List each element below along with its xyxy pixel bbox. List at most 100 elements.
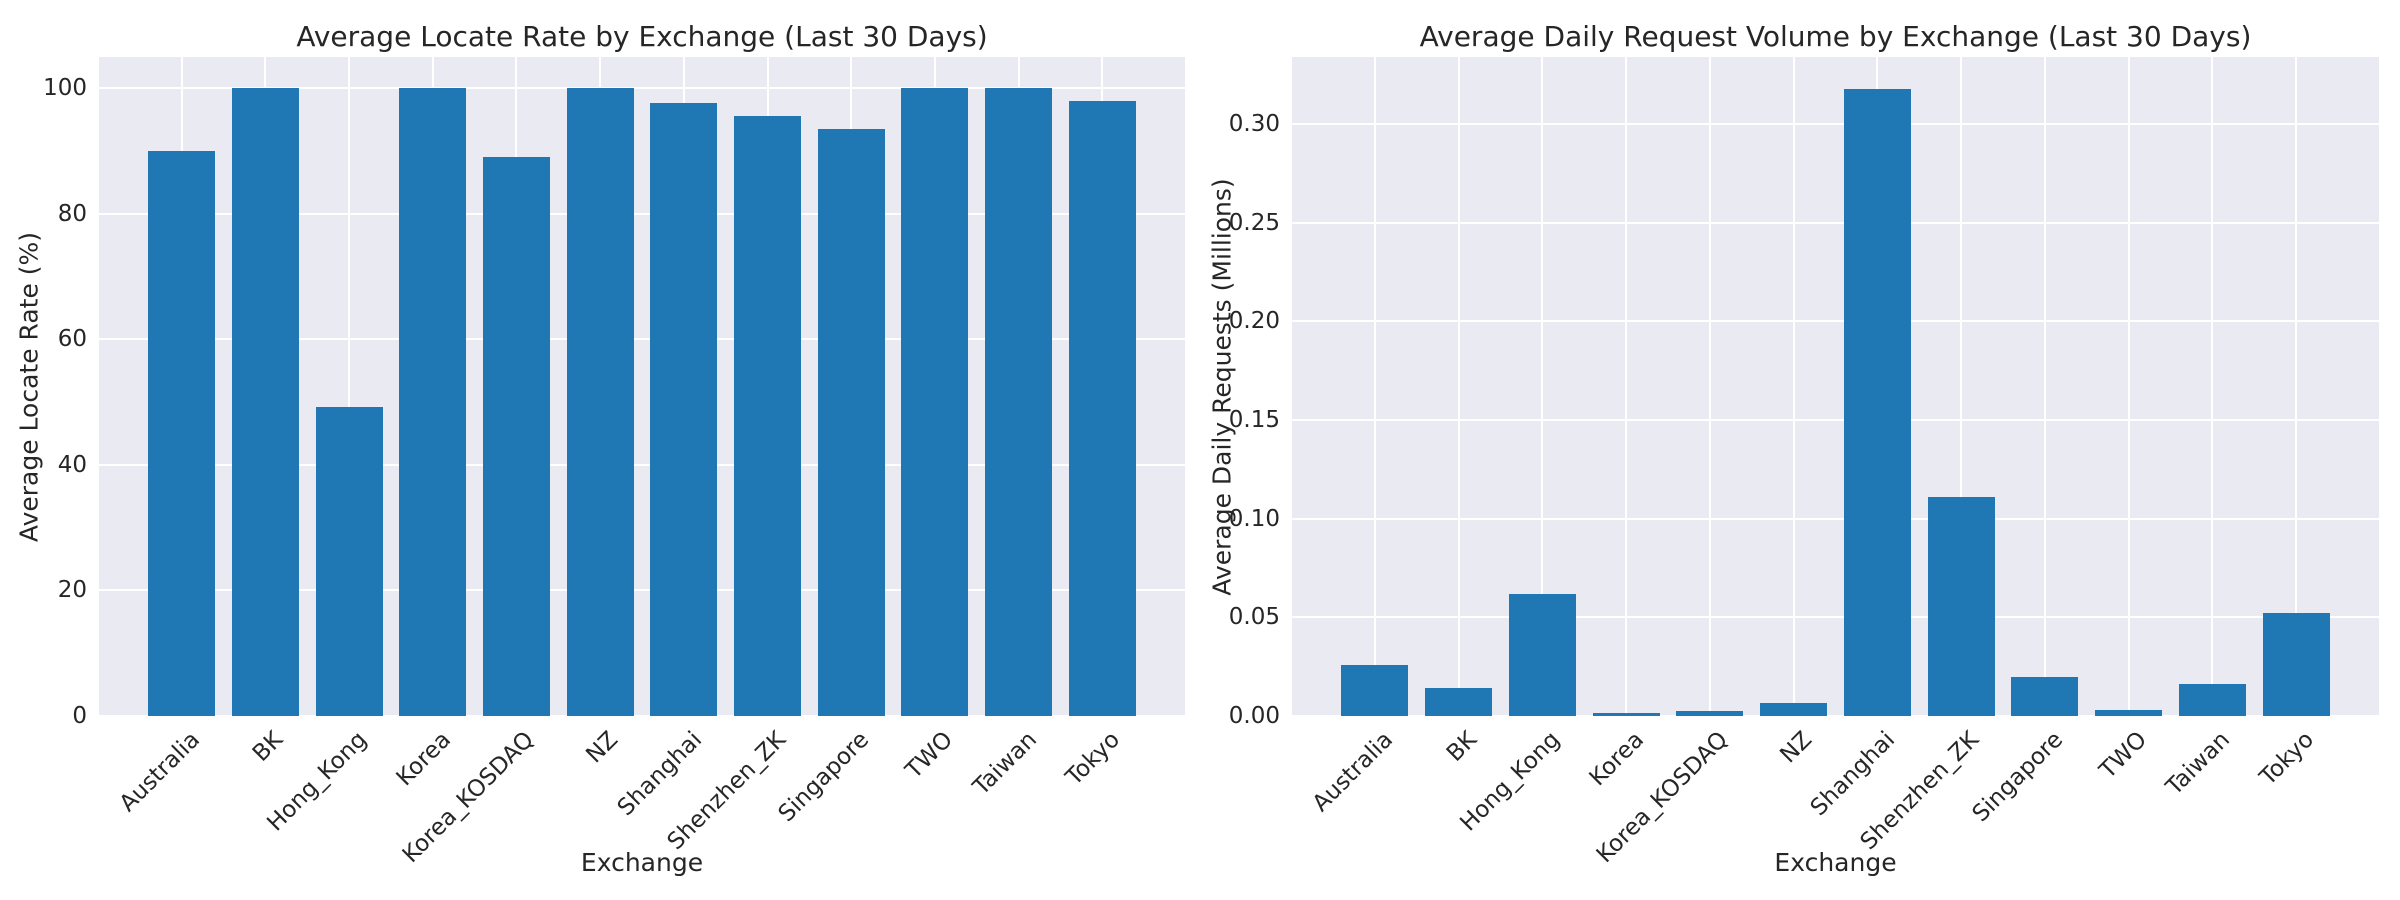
x-gridline bbox=[2043, 57, 2046, 716]
bar-bk bbox=[1425, 688, 1493, 716]
y-tick-label: 100 bbox=[43, 75, 87, 102]
y-gridline bbox=[99, 463, 1185, 466]
x-tick-label: Shanghai bbox=[1806, 726, 1901, 822]
bar-singapore bbox=[817, 128, 885, 716]
x-gridline bbox=[1101, 57, 1104, 716]
x-gridline bbox=[766, 57, 769, 716]
x-tick-label: Hong_Kong bbox=[1455, 726, 1566, 837]
bar-shanghai bbox=[650, 102, 718, 716]
bar-singapore bbox=[2011, 676, 2079, 716]
x-tick-label: Hong_Kong bbox=[262, 726, 373, 837]
y-tick-label: 0.00 bbox=[1228, 703, 1280, 729]
x-gridline bbox=[2211, 57, 2214, 716]
bar-nz bbox=[566, 88, 634, 716]
bar-tokyo bbox=[2262, 613, 2330, 716]
x-gridline bbox=[2295, 57, 2298, 716]
chart-title: Average Daily Request Volume by Exchange… bbox=[1419, 20, 2252, 53]
bar-nz bbox=[1760, 702, 1828, 716]
bar-taiwan bbox=[985, 88, 1052, 716]
x-tick-label: Singapore bbox=[773, 726, 875, 828]
x-gridline bbox=[1960, 57, 1963, 716]
plot-area bbox=[1292, 57, 2379, 716]
y-tick-label: 0.25 bbox=[1228, 209, 1280, 236]
x-tick-label: Taiwan bbox=[2161, 726, 2236, 801]
y-gridline bbox=[99, 715, 1185, 717]
bar-korea bbox=[1592, 713, 1660, 716]
bar-taiwan bbox=[2178, 684, 2246, 716]
y-gridline bbox=[1292, 616, 2379, 619]
bar-korea_kosdaq bbox=[1676, 711, 1744, 716]
y-gridline bbox=[99, 212, 1185, 215]
x-tick-label: Tokyo bbox=[2255, 726, 2320, 791]
y-gridline bbox=[99, 87, 1185, 90]
x-gridline bbox=[1373, 57, 1376, 716]
bar-hong_kong bbox=[1508, 593, 1576, 716]
y-tick-label: 20 bbox=[57, 577, 87, 604]
y-gridline bbox=[1292, 123, 2379, 126]
chart-title: Average Locate Rate by Exchange (Last 30… bbox=[296, 20, 988, 53]
x-gridline bbox=[682, 57, 685, 716]
x-gridline bbox=[348, 57, 351, 716]
x-gridline bbox=[2127, 57, 2130, 716]
x-tick-label: BK bbox=[1441, 726, 1482, 767]
x-gridline bbox=[1625, 57, 1628, 716]
y-axis-label: Average Locate Rate (%) bbox=[14, 231, 43, 542]
x-tick-label: Australia bbox=[114, 726, 205, 818]
bar-bk bbox=[232, 88, 299, 716]
x-tick-label: Tokyo bbox=[1061, 726, 1126, 791]
y-tick-label: 0.10 bbox=[1228, 505, 1280, 532]
y-gridline bbox=[1292, 419, 2379, 422]
bar-two bbox=[2095, 710, 2163, 716]
y-gridline bbox=[1292, 221, 2379, 224]
y-tick-label: 0.15 bbox=[1228, 407, 1280, 434]
x-tick-label: NZ bbox=[1775, 726, 1817, 769]
x-tick-label: Korea bbox=[1584, 726, 1650, 792]
bar-tokyo bbox=[1068, 100, 1136, 716]
bar-two bbox=[901, 88, 969, 716]
y-tick-label: 40 bbox=[57, 451, 87, 478]
x-tick-label: Korea_KOSDAQ bbox=[398, 726, 540, 869]
x-gridline bbox=[1876, 57, 1879, 716]
y-axis-label: Average Daily Requests (Millions) bbox=[1207, 177, 1236, 596]
x-gridline bbox=[1708, 57, 1711, 716]
y-tick-label: 80 bbox=[57, 200, 87, 227]
x-tick-label: Shenzhen_ZK bbox=[662, 726, 791, 856]
y-tick-label: 0.05 bbox=[1228, 604, 1280, 631]
x-tick-label: Korea bbox=[391, 726, 456, 792]
y-tick-label: 0.30 bbox=[1228, 111, 1280, 138]
y-tick-label: 0 bbox=[72, 703, 87, 729]
x-tick-label: TWO bbox=[2094, 726, 2152, 784]
x-tick-label: Korea_KOSDAQ bbox=[1591, 726, 1733, 869]
bar-korea bbox=[399, 88, 467, 716]
y-gridline bbox=[99, 589, 1185, 592]
x-gridline bbox=[1457, 57, 1460, 716]
x-gridline bbox=[1541, 57, 1544, 716]
bar-shanghai bbox=[1843, 88, 1911, 716]
y-gridline bbox=[99, 338, 1185, 341]
bar-australia bbox=[148, 150, 216, 716]
y-tick-label: 60 bbox=[57, 326, 87, 353]
x-gridline bbox=[599, 57, 602, 716]
x-tick-label: BK bbox=[248, 726, 289, 767]
x-tick-label: TWO bbox=[900, 726, 958, 784]
x-gridline bbox=[431, 57, 434, 716]
plot-area bbox=[99, 57, 1185, 716]
bar-shenzhen_zk bbox=[1927, 496, 1995, 716]
x-axis-label: Exchange bbox=[1774, 848, 1897, 877]
bar-australia bbox=[1341, 664, 1409, 716]
y-tick-label: 0.20 bbox=[1228, 308, 1280, 335]
x-gridline bbox=[850, 57, 853, 716]
x-gridline bbox=[515, 57, 518, 716]
x-gridline bbox=[933, 57, 936, 716]
y-gridline bbox=[1292, 320, 2379, 323]
x-axis-label: Exchange bbox=[580, 848, 704, 877]
x-tick-label: Singapore bbox=[1967, 726, 2068, 828]
x-tick-label: NZ bbox=[581, 726, 624, 769]
bar-hong_kong bbox=[315, 406, 383, 716]
x-tick-label: Shanghai bbox=[612, 726, 707, 822]
x-gridline bbox=[264, 57, 267, 716]
x-tick-label: Australia bbox=[1307, 726, 1398, 818]
